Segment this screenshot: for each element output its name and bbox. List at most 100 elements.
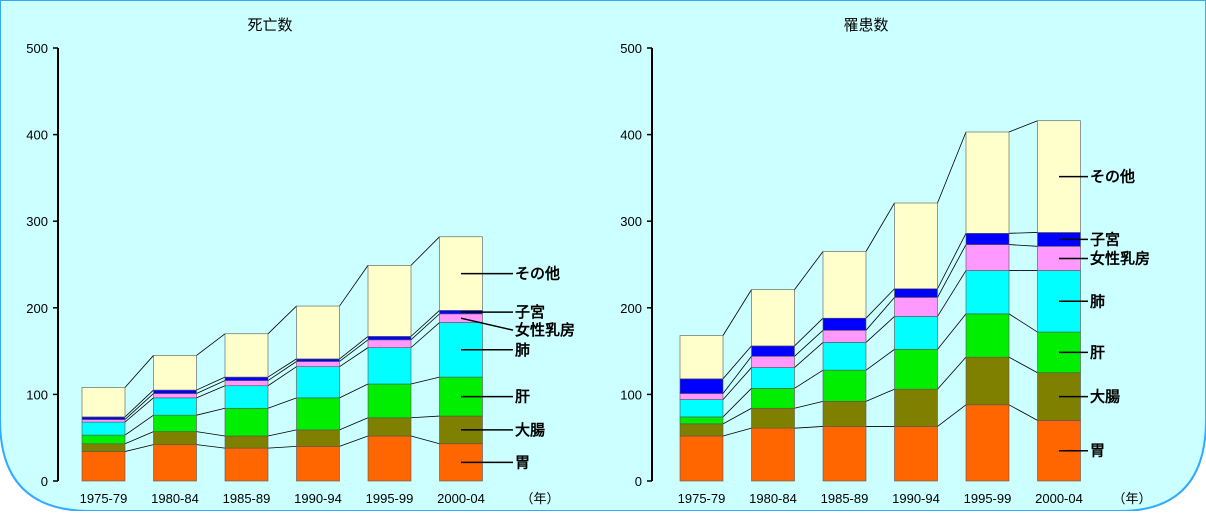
connector-line <box>267 397 297 409</box>
bar-segment <box>679 423 724 437</box>
connector-line <box>722 345 752 380</box>
bar-segment <box>822 342 867 371</box>
connector-line <box>196 380 226 394</box>
bar-segment <box>367 383 412 419</box>
x-tick-label: 1985-89 <box>821 491 869 506</box>
connector-line <box>722 289 752 336</box>
bar-segment <box>822 426 867 482</box>
series-label: 子宮 <box>515 303 545 321</box>
bar-segment <box>81 421 126 436</box>
bar-segment <box>81 416 126 420</box>
x-tick-label: 1975-79 <box>80 491 128 506</box>
bar-segment <box>153 431 197 445</box>
x-tick-label: 1980-84 <box>749 491 797 506</box>
connector-line <box>124 355 154 388</box>
connector-line <box>794 369 824 389</box>
x-tick-label: 1985-89 <box>223 491 271 506</box>
connector-line <box>937 356 967 390</box>
bar-segment <box>153 389 197 394</box>
series-label: 肺 <box>1090 292 1105 310</box>
bar-segment <box>679 335 724 380</box>
connector-line <box>124 393 154 420</box>
bar-segment <box>894 202 938 290</box>
connector-line <box>339 417 369 431</box>
connector-line <box>196 431 226 437</box>
connector-line <box>267 305 297 335</box>
connector-line <box>267 429 297 437</box>
connector-line <box>339 339 369 362</box>
connector-line <box>1008 244 1038 247</box>
connector-line <box>410 415 440 419</box>
connector-line <box>937 244 967 298</box>
bar-segment <box>822 317 867 331</box>
y-tick-label: 200 <box>26 301 48 316</box>
y-tick-label: 200 <box>620 301 642 316</box>
series-label: 女性乳房 <box>515 321 575 339</box>
connector-line <box>722 427 752 437</box>
bar-segment <box>81 387 126 418</box>
connector-line <box>722 407 752 425</box>
series-label: 胃 <box>515 454 530 471</box>
bar-segment <box>296 305 340 360</box>
y-tick-label: 100 <box>620 387 642 402</box>
connector-line <box>937 233 967 289</box>
bar-segment <box>224 376 269 381</box>
connector-line <box>196 444 226 449</box>
connector-line <box>794 426 824 429</box>
connector-line <box>196 385 226 399</box>
connector-line <box>267 366 297 387</box>
connector-line <box>267 361 297 381</box>
connector-line <box>1008 356 1038 374</box>
bar-segment <box>296 366 340 399</box>
bar-segment <box>965 131 1010 234</box>
x-tick-label: 1995-99 <box>964 491 1012 506</box>
bar-segment <box>81 419 126 423</box>
bar-segment <box>965 404 1010 482</box>
series-label: 肝 <box>1090 344 1105 361</box>
y-tick-label: 500 <box>620 41 642 56</box>
connector-line <box>937 131 967 204</box>
connector-line <box>267 358 297 378</box>
bar-segment <box>822 369 867 402</box>
bar-segment <box>965 356 1010 406</box>
connector-line <box>937 404 967 427</box>
bar-segment <box>367 339 412 348</box>
x-tick-label: 1990-94 <box>892 491 940 506</box>
bar-segment <box>751 345 795 357</box>
bar-segment <box>153 414 197 432</box>
bar-segment <box>224 447 269 482</box>
bar-segment <box>894 388 938 427</box>
series-label: 大腸 <box>515 421 545 439</box>
connector-line <box>794 400 824 409</box>
connector-line <box>410 376 440 385</box>
bar-segment <box>751 367 795 389</box>
bar-segment <box>679 435 724 482</box>
connector-line <box>124 444 154 452</box>
bar-segment <box>296 429 340 447</box>
bar-segment <box>367 435 412 482</box>
connector-line <box>794 342 824 368</box>
bar-segment <box>894 349 938 390</box>
chart-title: 罹患数 <box>843 17 888 34</box>
bar-segment <box>153 397 197 416</box>
bar-segment <box>224 333 269 378</box>
connector-line <box>1008 120 1038 133</box>
connector-line <box>339 383 369 399</box>
bar-segment <box>296 446 340 482</box>
y-tick-label: 500 <box>26 41 48 56</box>
connector-line <box>865 202 895 252</box>
bar-segment <box>751 289 795 347</box>
connector-line <box>339 265 369 307</box>
y-tick-label: 0 <box>635 474 642 489</box>
bar-segment <box>296 358 340 362</box>
x-unit-label: （年） <box>520 491 559 506</box>
bar-segment <box>679 399 724 418</box>
connector-line <box>1008 313 1038 333</box>
connector-line <box>937 270 967 317</box>
chart-2: 罹患数 0 100 200 300 400 500 1975-79 1980-84 1985-89… <box>620 17 1151 506</box>
bar-segment <box>367 265 412 337</box>
bar-segment <box>679 378 724 394</box>
x-tick-label: 2000-04 <box>437 491 485 506</box>
